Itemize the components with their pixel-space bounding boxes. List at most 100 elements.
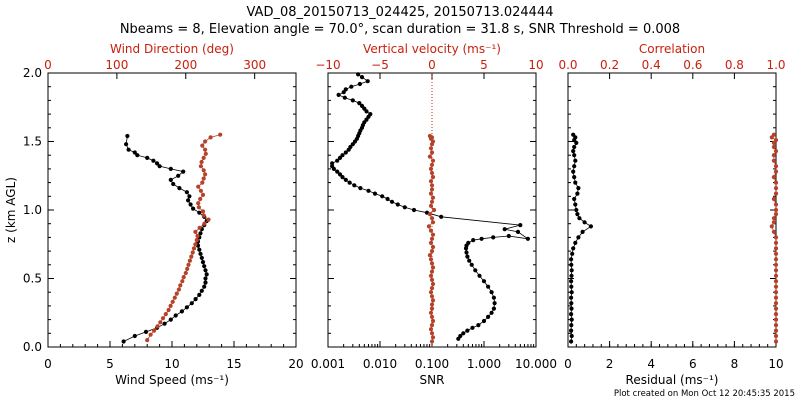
snr-point <box>343 87 348 92</box>
vertical-velocity-point <box>429 314 435 319</box>
snr-point <box>489 310 494 315</box>
residual-point <box>569 301 574 306</box>
wind-speed-point <box>200 260 206 265</box>
correlation-point <box>773 333 779 339</box>
wind-speed-point <box>203 268 208 273</box>
velocity-panel: 0.001 0.010 0.100 1.000 10.000 −10 −5 0 5 10 SNR Ve… <box>311 42 557 387</box>
x-tick-label: 0 <box>44 357 52 371</box>
vertical-velocity-point <box>426 224 431 229</box>
snr-point <box>481 318 487 324</box>
vertical-velocity-point <box>430 265 436 270</box>
top-tick-label: −5 <box>371 58 389 72</box>
snr-point <box>506 233 511 239</box>
x-tick-label: 4 <box>647 357 655 371</box>
correlation-point <box>773 301 779 306</box>
wind-direction-point <box>168 303 173 308</box>
snr-point <box>335 158 340 163</box>
snr-point <box>491 235 496 240</box>
correlation-point <box>773 339 779 344</box>
vertical-velocity-point <box>428 146 434 151</box>
wind-speed-point <box>191 206 196 211</box>
residual-point <box>569 273 574 278</box>
vertical-velocity-point <box>429 249 435 254</box>
vertical-velocity-point <box>429 306 435 311</box>
snr-point <box>471 238 476 243</box>
vertical-velocity-point <box>430 298 436 303</box>
correlation-point <box>773 306 779 311</box>
residual-point <box>576 235 581 240</box>
residual-point <box>573 202 578 207</box>
residual-point <box>571 169 576 174</box>
residual-point <box>573 240 578 245</box>
residual-point <box>569 306 574 311</box>
residual-point <box>575 212 580 217</box>
wind-direction-point <box>195 233 200 239</box>
wind-speed-point <box>188 202 193 207</box>
residual-point <box>569 312 574 317</box>
snr-point <box>492 301 497 306</box>
snr-point <box>464 250 469 255</box>
x-tick-label: 15 <box>226 357 241 371</box>
snr-point <box>502 227 507 232</box>
wind-speed-point <box>135 153 140 158</box>
wind-direction-point <box>145 338 150 343</box>
top-axis-label: Wind Direction (deg) <box>110 42 234 56</box>
wind-direction-point <box>201 155 206 160</box>
residual-point <box>582 220 587 225</box>
y-tick-label: 0.0 <box>23 340 42 354</box>
snr-point <box>340 175 345 180</box>
wind-speed-point <box>132 150 137 155</box>
wind-direction-point <box>163 312 168 317</box>
vertical-velocity-point <box>428 290 434 295</box>
wind-direction-point <box>196 184 201 189</box>
wind-direction-point <box>185 266 190 271</box>
snr-point <box>352 183 357 188</box>
wind-speed-point <box>168 317 173 322</box>
snr-point <box>365 79 370 84</box>
residual-point <box>569 290 574 295</box>
wind-direction-point <box>199 159 204 165</box>
vertical-velocity-point <box>428 179 434 184</box>
wind-speed-point <box>168 177 173 182</box>
x-tick-label: 1.000 <box>467 357 501 371</box>
wind-speed-point <box>199 255 204 260</box>
residual-point <box>569 284 574 289</box>
figure-title: VAD_08_20150713_024425, 20150713.024444 <box>247 5 554 20</box>
top-tick-label: 0.0 <box>558 58 577 72</box>
snr-point <box>473 268 478 273</box>
snr-point <box>337 172 343 177</box>
residual-point <box>569 268 574 273</box>
vertical-velocity-point <box>429 302 435 307</box>
correlation-point <box>771 153 777 158</box>
wind-direction-point <box>203 147 208 152</box>
snr-point <box>470 325 475 330</box>
residual-point <box>571 246 576 251</box>
vertical-velocity-point <box>430 220 436 225</box>
snr-point <box>358 186 363 191</box>
snr-point <box>489 290 494 295</box>
top-tick-label: 0.4 <box>642 58 661 72</box>
top-tick-label: 0 <box>428 58 436 72</box>
wind-direction-point <box>148 332 153 337</box>
y-tick-label: 1.5 <box>23 135 42 149</box>
correlation-point <box>773 268 779 273</box>
residual-point <box>575 191 580 196</box>
wind-speed-point <box>204 272 209 277</box>
y-tick-label: 0.5 <box>23 272 42 286</box>
snr-point <box>491 306 496 311</box>
top-tick-label: 200 <box>174 58 197 72</box>
snr-point <box>469 262 474 267</box>
x-axis-label: SNR <box>420 373 445 387</box>
wind-speed-point <box>171 181 176 187</box>
residual-point <box>570 251 575 256</box>
plot-created-footer: Plot created on Mon Oct 12 20:45:35 2015 <box>614 389 795 399</box>
correlation-point <box>773 235 779 240</box>
wind-speed-point <box>157 164 162 169</box>
wind-direction-point <box>198 164 203 169</box>
wind-direction-point <box>176 287 181 292</box>
vertical-velocity-point <box>428 203 434 208</box>
wind-speed-point <box>186 198 191 203</box>
x-tick-label: 0 <box>564 357 572 371</box>
residual-point <box>572 196 577 202</box>
